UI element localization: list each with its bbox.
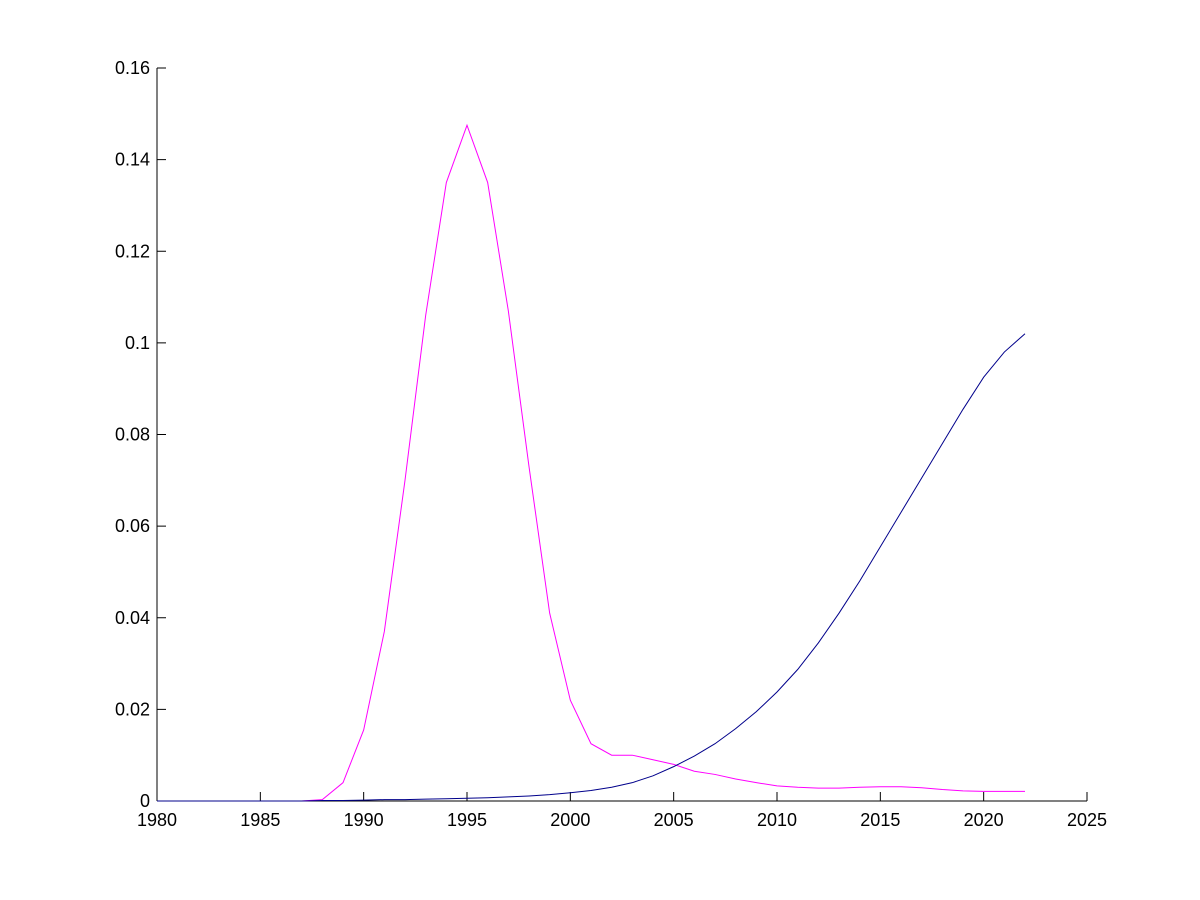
x-tick-label: 1995: [447, 810, 487, 830]
x-tick-label: 2010: [757, 810, 797, 830]
x-tick-label: 2025: [1067, 810, 1107, 830]
y-tick-label: 0.12: [115, 241, 150, 261]
y-tick-label: 0.02: [115, 699, 150, 719]
x-tick-label: 1985: [240, 810, 280, 830]
y-tick-label: 0.06: [115, 516, 150, 536]
series-line-1: [157, 123, 1025, 802]
y-tick-label: 0.08: [115, 425, 150, 445]
x-tick-label: 2015: [860, 810, 900, 830]
y-tick-label: 0.16: [115, 58, 150, 78]
x-tick-label: 2020: [964, 810, 1004, 830]
x-tick-label: 1980: [137, 810, 177, 830]
y-tick-label: 0.14: [115, 150, 150, 170]
y-tick-labels: 0 0.02 0.04 0.06 0.08 0.1 0.12 0.14 0.16: [115, 58, 150, 811]
x-tick-label: 1990: [344, 810, 384, 830]
y-tick-label: 0: [140, 791, 150, 811]
y-tick-label: 0.1: [125, 333, 150, 353]
x-tick-label: 2000: [550, 810, 590, 830]
series-line-2: [157, 333, 1026, 802]
x-tick-label: 2005: [654, 810, 694, 830]
x-tick-labels: 1980 1985 1990 1995 2000 2005 2010 2015 2020 2025: [137, 810, 1107, 830]
y-tick-label: 0.04: [115, 608, 150, 628]
series-layer: [157, 123, 1026, 802]
